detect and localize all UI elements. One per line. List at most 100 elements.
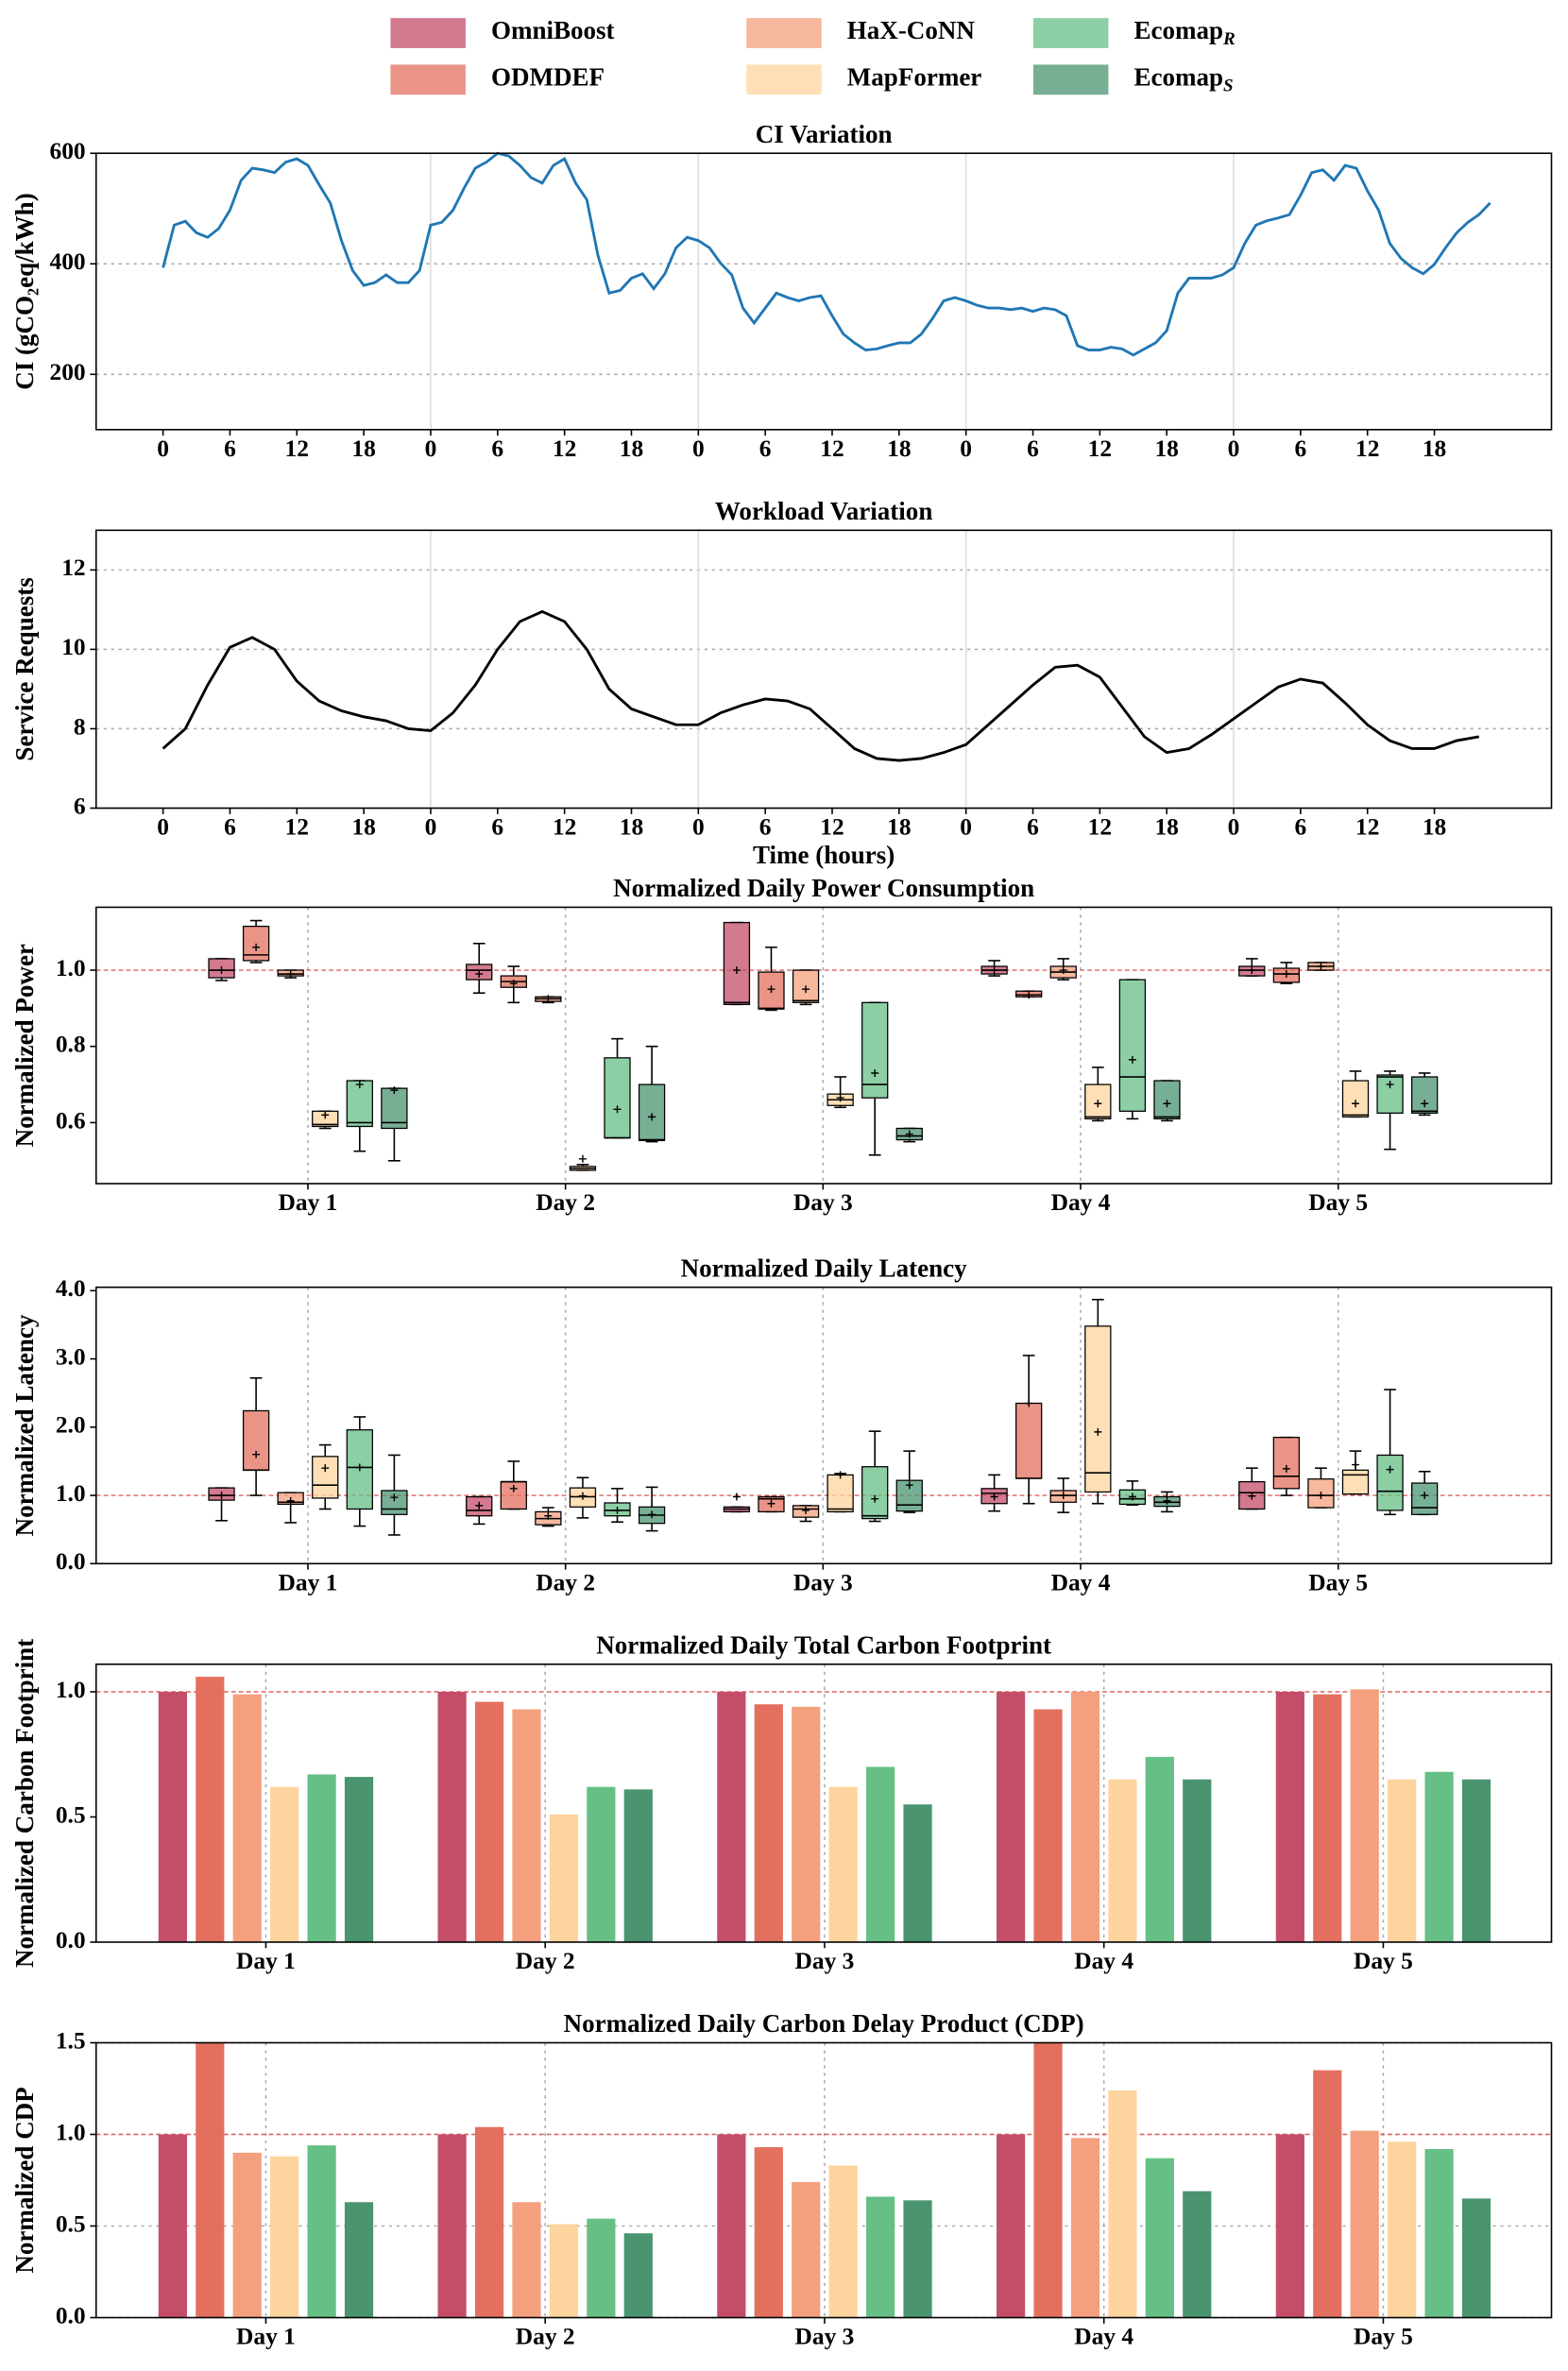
mean-marker — [990, 1493, 998, 1501]
y-tick-label: 4.0 — [56, 1274, 86, 1302]
y-axis-label: Normalized Power — [10, 944, 39, 1147]
bar — [717, 1691, 746, 1942]
x-tick-label: Day 3 — [793, 1568, 853, 1595]
mean-marker — [509, 980, 518, 988]
x-tick-label: 12 — [1088, 813, 1112, 841]
bar — [1350, 1689, 1379, 1942]
y-tick-label: 600 — [49, 137, 85, 164]
mean-marker — [1163, 1496, 1171, 1505]
y-tick-label: 200 — [49, 358, 85, 385]
mean-marker — [1059, 966, 1067, 975]
chart-title: Normalized Daily Carbon Delay Product (C… — [564, 2009, 1084, 2038]
bar — [437, 2134, 467, 2318]
y-tick-label: 1.0 — [56, 2118, 86, 2145]
bar — [792, 1706, 821, 1942]
bar — [1033, 2042, 1063, 2318]
bar — [717, 2134, 746, 2318]
mean-marker — [871, 1069, 879, 1077]
x-tick-label: 6 — [1295, 435, 1307, 462]
mean-marker — [578, 1154, 587, 1163]
y-axis-label: Service Requests — [10, 577, 39, 760]
y-tick-label: 1.0 — [56, 1676, 86, 1703]
mean-marker — [1059, 1492, 1067, 1500]
mean-marker — [1282, 970, 1290, 979]
bar — [1313, 2070, 1342, 2318]
bar — [1183, 2191, 1212, 2318]
mean-marker — [767, 985, 775, 994]
bar — [1461, 2198, 1491, 2318]
line — [162, 609, 1480, 762]
y-axis-label: Normalized CDP — [10, 2087, 39, 2273]
legend-swatch — [390, 64, 466, 95]
mean-marker — [390, 1493, 399, 1502]
chart-title: Normalized Daily Power Consumption — [613, 874, 1034, 902]
x-tick-label: 6 — [224, 435, 236, 462]
y-axis-label: Normalized Latency — [10, 1314, 39, 1536]
box — [1341, 1080, 1370, 1118]
x-tick-label: 6 — [1295, 813, 1307, 841]
bar — [437, 1691, 467, 1942]
mean-marker — [1163, 1100, 1171, 1108]
bar — [1350, 2130, 1379, 2318]
chart-title: Normalized Daily Total Carbon Footprint — [596, 1631, 1051, 1660]
x-tick-label: 18 — [887, 813, 911, 841]
mean-marker — [836, 1094, 844, 1102]
x-tick-label: 6 — [759, 435, 772, 462]
mean-marker — [1128, 1055, 1136, 1064]
bar — [158, 2134, 187, 2318]
x-tick-label: Day 3 — [794, 2323, 854, 2350]
x-tick-label: 6 — [491, 813, 503, 841]
y-tick-label: 400 — [49, 247, 85, 275]
bar — [1461, 1779, 1491, 1942]
bar — [549, 1814, 579, 1942]
mean-marker — [648, 1113, 656, 1121]
x-tick-label: Day 1 — [279, 1188, 338, 1216]
mean-marker — [1128, 1493, 1136, 1501]
mean-marker — [1248, 1492, 1256, 1500]
x-tick-label: Day 2 — [536, 1568, 595, 1595]
box — [1084, 1325, 1112, 1493]
mean-marker — [1317, 1492, 1325, 1500]
x-tick-label: 0 — [1228, 435, 1240, 462]
bar — [474, 2126, 504, 2318]
box — [346, 1080, 373, 1128]
x-tick-label: 0 — [157, 435, 169, 462]
x-tick-label: 0 — [425, 813, 437, 841]
bar — [196, 2042, 225, 2318]
bar — [1108, 2090, 1137, 2318]
bar — [196, 1677, 225, 1942]
mean-marker — [355, 1463, 364, 1472]
mean-marker — [1282, 1464, 1290, 1473]
x-tick-label: Day 5 — [1354, 2323, 1413, 2350]
mean-marker — [1317, 963, 1325, 970]
bar — [1108, 1779, 1137, 1942]
plot-frame — [94, 1663, 1553, 1943]
bar — [1275, 1691, 1304, 1942]
bar — [623, 1789, 653, 1942]
legend-label: ODMDEF — [491, 63, 605, 92]
bar — [1183, 1779, 1212, 1942]
plot-frame — [94, 1286, 1553, 1565]
mean-marker — [1248, 966, 1256, 975]
x-tick-label: 12 — [553, 435, 576, 462]
bar — [996, 1691, 1026, 1942]
x-tick-label: Day 5 — [1308, 1568, 1368, 1595]
bar — [344, 2202, 374, 2318]
box — [312, 1456, 339, 1499]
mean-marker — [252, 1450, 261, 1458]
bar — [307, 1774, 336, 1942]
line — [162, 151, 1491, 357]
chart-title: CI Variation — [756, 120, 893, 148]
mean-marker — [286, 1496, 295, 1505]
bar — [865, 1766, 895, 1942]
box — [1376, 1454, 1404, 1511]
x-tick-label: 0 — [425, 435, 437, 462]
mean-marker — [613, 1506, 622, 1514]
bar — [158, 1691, 187, 1942]
box — [1341, 1469, 1370, 1495]
x-tick-label: 12 — [820, 813, 844, 841]
mean-marker — [836, 1471, 844, 1479]
y-tick-label: 1.5 — [56, 2026, 86, 2054]
y-tick-label: 3.0 — [56, 1342, 86, 1370]
legend-swatch — [746, 64, 822, 95]
